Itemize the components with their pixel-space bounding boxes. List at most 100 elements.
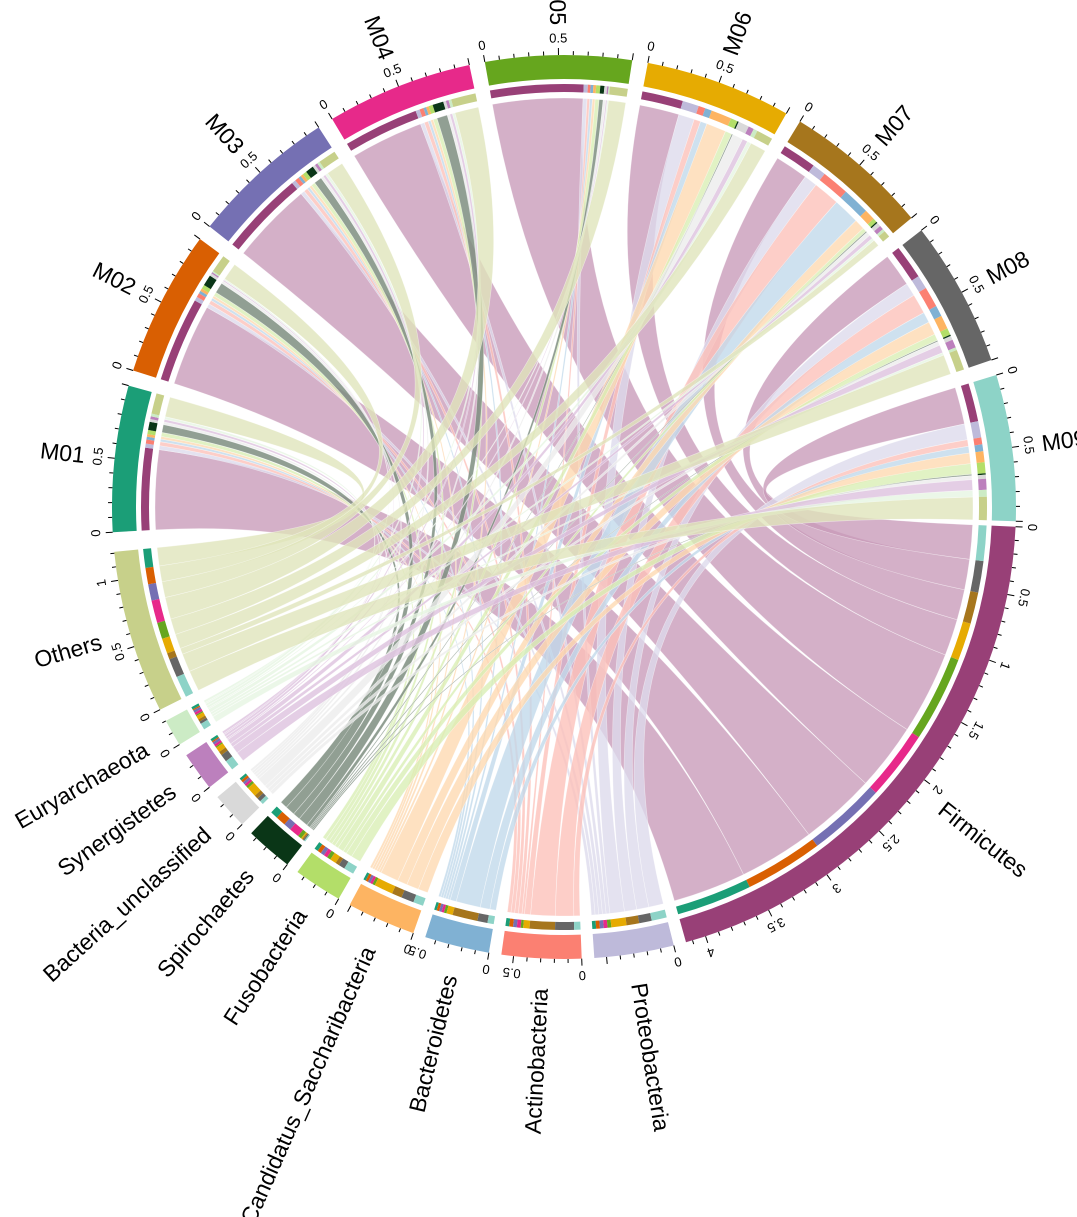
sector-firmicutes-tick-mark bbox=[954, 733, 959, 737]
band-m01-bacteria-unclassified bbox=[149, 418, 159, 424]
band-euryarchaeota-m05 bbox=[195, 711, 204, 717]
band-m09-fusobacteria bbox=[976, 462, 986, 474]
sector-firmicutes-tick-mark bbox=[979, 685, 984, 688]
sector-m06-tick-label: 0.5 bbox=[714, 56, 736, 76]
sector-m02-tick-mark bbox=[133, 354, 138, 357]
band-m05-bacteria-unclassified bbox=[603, 85, 608, 95]
band-m02-proteobacteria bbox=[194, 296, 204, 305]
band-m03-actinobacteria bbox=[295, 177, 304, 187]
sector-m03-tick-mark bbox=[246, 179, 250, 183]
sector-m07-tick-mark bbox=[836, 142, 840, 147]
sector-others-tick-mark bbox=[153, 709, 161, 714]
sector-m07-tick-mark bbox=[870, 171, 874, 176]
sector-m08-tick-mark bbox=[961, 288, 969, 293]
band-m03-bacteria-unclassified bbox=[312, 165, 320, 174]
sector-m08-tick-mark bbox=[921, 225, 928, 231]
band-m05-others bbox=[609, 86, 628, 97]
sector-actinobacteria bbox=[501, 930, 582, 959]
sector-m07-tick-mark bbox=[799, 115, 805, 122]
sector-firmicutes-tick-mark bbox=[878, 830, 885, 837]
sector-m03-tick-mark bbox=[254, 166, 261, 173]
sector-firmicutes-tick-mark bbox=[993, 646, 998, 649]
sector-others-tick-label: 1 bbox=[93, 578, 109, 588]
sector-label-m09: M09 bbox=[1040, 425, 1077, 457]
band-m08-candidatus-saccharibacteria bbox=[934, 315, 948, 332]
sector-label-actinobacteria: Actinobacteria bbox=[520, 988, 553, 1135]
sector-bacteria-unclassified-tick-mark bbox=[236, 824, 243, 830]
sector-firmicutes-tick-mark bbox=[967, 709, 972, 713]
band-m03-others bbox=[319, 151, 339, 169]
sector-firmicutes-tick-label: 2 bbox=[930, 783, 946, 798]
band-m06-proteobacteria bbox=[680, 101, 699, 114]
sector-m07-tick-mark bbox=[891, 192, 896, 197]
sector-candidatus-saccharibacteria-tick-mark bbox=[347, 905, 352, 913]
band-proteobacteria-m05 bbox=[606, 919, 612, 928]
band-m07-fusobacteria bbox=[867, 218, 877, 228]
sector-m06-tick-mark bbox=[772, 102, 776, 107]
sector-fusobacteria-tick-mark bbox=[312, 884, 316, 889]
band-m02-euryarchaeota bbox=[212, 270, 220, 277]
sector-firmicutes-tick-mark bbox=[915, 790, 920, 794]
sector-m03-tick-mark bbox=[225, 200, 230, 205]
sector-firmicutes bbox=[679, 525, 1016, 943]
band-firmicutes-m01 bbox=[676, 879, 750, 915]
band-bacteria-unclassified-m01 bbox=[239, 773, 248, 781]
sector-firmicutes-tick-mark bbox=[947, 745, 952, 749]
band-actinobacteria-m04 bbox=[516, 919, 522, 928]
band-m04-bacteroidetes bbox=[423, 107, 429, 116]
band-actinobacteria-m09 bbox=[573, 921, 581, 930]
sector-firmicutes-tick-label: 1 bbox=[997, 660, 1014, 672]
sector-m02-tick-mark bbox=[194, 234, 201, 240]
sector-candidatus-saccharibacteria-tick-label: 0 bbox=[402, 941, 414, 958]
band-others-m01 bbox=[143, 548, 154, 569]
sector-label-m02: M02 bbox=[89, 257, 141, 300]
band-m02-actinobacteria bbox=[196, 293, 206, 301]
band-m03-bacteroidetes bbox=[298, 175, 306, 184]
band-m03-synergistetes bbox=[315, 163, 322, 172]
sector-firmicutes-tick-label: 0 bbox=[1025, 524, 1040, 532]
sector-fusobacteria-tick-mark bbox=[324, 891, 328, 896]
sector-proteobacteria-tick-mark bbox=[660, 948, 662, 953]
sector-label-m03: M03 bbox=[200, 108, 249, 159]
band-fusobacteria-m01 bbox=[314, 842, 323, 851]
sector-candidatus-saccharibacteria-tick-mark bbox=[410, 932, 414, 940]
band-firmicutes-m05 bbox=[912, 657, 959, 738]
sector-firmicutes-tick-mark bbox=[897, 810, 902, 815]
sector-actinobacteria-tick-label: 0 bbox=[578, 968, 586, 983]
band-m09-euryarchaeota bbox=[978, 489, 987, 497]
sector-others-tick-label: 0.5 bbox=[108, 641, 128, 663]
band-m04-actinobacteria bbox=[419, 108, 427, 117]
band-m09-candidatus-saccharibacteria bbox=[975, 451, 985, 463]
band-m09-actinobacteria bbox=[973, 437, 983, 446]
sector-firmicutes-tick-mark bbox=[888, 820, 893, 825]
band-m05-fusobacteria bbox=[595, 85, 601, 94]
sector-m09 bbox=[973, 375, 1017, 522]
sector-m07-tick-mark bbox=[847, 152, 852, 156]
band-m05-firmicutes bbox=[489, 83, 584, 99]
sector-label-bacteria-unclassified: Bacteria_unclassified bbox=[38, 822, 216, 987]
band-m02-others bbox=[212, 256, 230, 276]
band-bacteria-unclassified-m05 bbox=[246, 780, 254, 789]
band-m09-spirochaetes bbox=[977, 473, 986, 476]
band-fusobacteria-m04 bbox=[323, 848, 332, 858]
band-bacteroidetes-m05 bbox=[443, 904, 449, 914]
sector-m04 bbox=[332, 65, 475, 140]
sector-m03-tick-mark bbox=[235, 189, 240, 194]
sector-label-m07: M07 bbox=[869, 100, 918, 151]
sector-m06-tick-mark bbox=[676, 65, 679, 70]
sector-m04-tick-mark bbox=[453, 64, 456, 69]
sector-firmicutes-tick-mark bbox=[1011, 567, 1016, 569]
band-m08-others bbox=[949, 349, 965, 373]
band-firmicutes-m06 bbox=[950, 621, 971, 660]
band-m01-actinobacteria bbox=[145, 439, 155, 445]
sector-m04-tick-mark bbox=[369, 94, 372, 99]
band-m07-spirochaetes bbox=[870, 221, 878, 229]
sector-m03-tick-mark bbox=[291, 140, 295, 145]
band-firmicutes-m07 bbox=[962, 590, 979, 624]
sector-bacteroidetes-tick-mark bbox=[434, 940, 437, 945]
sector-m03-tick-mark bbox=[314, 121, 320, 128]
sector-m08-tick-mark bbox=[938, 251, 943, 255]
band-synergistetes-m05 bbox=[215, 742, 223, 748]
band-m05-actinobacteria bbox=[587, 84, 591, 93]
